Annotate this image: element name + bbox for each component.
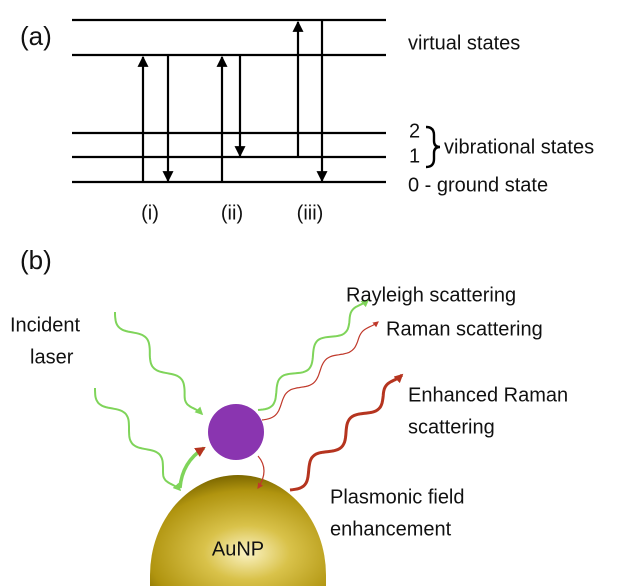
wave [115,312,202,414]
raman-label: Raman scattering [386,318,543,340]
incident-label: Incident [10,314,80,336]
wave [262,322,378,420]
particle-label: AuNP [212,538,264,560]
figure: (a) (i) (ii) (iii) virtual states 2 1 vi… [0,0,644,586]
wave [290,375,402,490]
level-label: 0 - ground state [408,174,548,196]
level-label: 1 [409,145,420,167]
transition-label: (ii) [221,202,243,224]
panel-label: (b) [20,245,52,275]
molecule [208,404,264,460]
brace [426,127,440,167]
level-label: vibrational states [444,136,594,158]
plasmonic-label: Plasmonic field [330,486,465,508]
waves [95,300,402,490]
wave [95,388,180,490]
level-label: virtual states [408,32,520,54]
plasmonic-label: enhancement [330,518,452,540]
incident-label: laser [30,346,74,368]
energy-levels [72,20,386,182]
transition-label: (iii) [297,202,324,224]
wave [258,300,368,410]
level-label: 2 [409,120,420,142]
rayleigh-label: Rayleigh scattering [346,284,516,306]
transition-label: (i) [141,202,159,224]
arrow [180,448,204,488]
enhanced-label: Enhanced Raman [408,384,568,406]
enhanced-label: scattering [408,416,495,438]
gold-nanoparticle [150,475,326,586]
panel-label: (a) [20,21,52,51]
